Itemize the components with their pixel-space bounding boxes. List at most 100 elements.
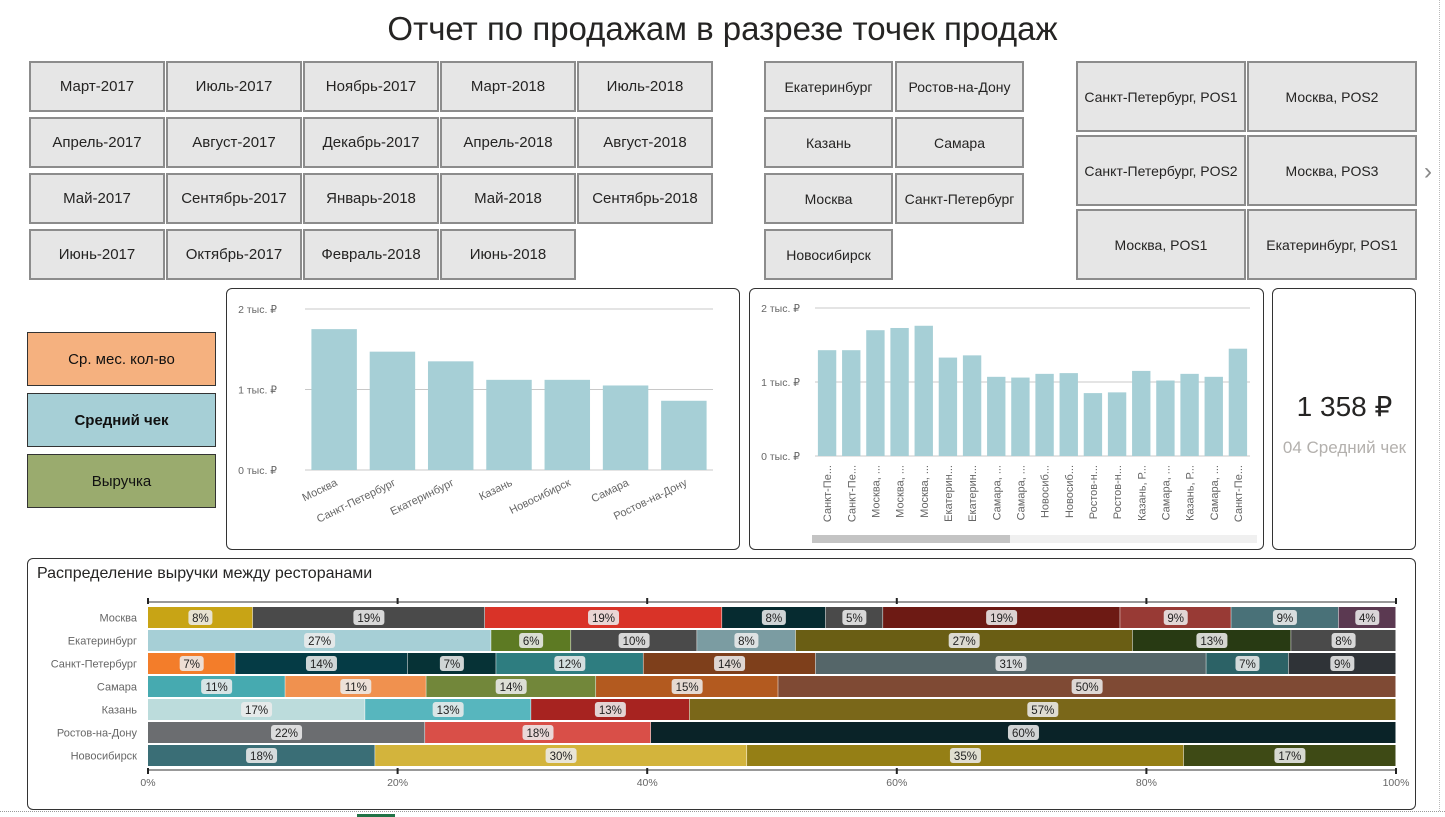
data-label-bg xyxy=(995,656,1027,671)
data-label: 18% xyxy=(250,751,273,763)
data-label-bg xyxy=(304,633,336,648)
bar xyxy=(1228,348,1248,456)
bar xyxy=(1083,393,1103,456)
x-tick-label: Самара xyxy=(590,477,632,506)
month-button[interactable]: Сентябрь-2017 xyxy=(166,173,302,224)
data-label-bg xyxy=(734,633,759,648)
month-button[interactable]: Сентябрь-2018 xyxy=(577,173,713,224)
data-label: 13% xyxy=(437,705,460,717)
scrollbar-thumb[interactable] xyxy=(812,535,1010,543)
y-category-label: Ростов-на-Дону xyxy=(57,728,138,740)
pos-button[interactable]: Москва, POS3 xyxy=(1247,135,1417,206)
data-label-bg xyxy=(842,610,867,625)
pos-button[interactable]: Москва, POS1 xyxy=(1076,209,1246,280)
pos-chart-panel: 0 тыс. ₽ 1 тыс. ₽ 2 тыс. ₽ Санкт-Пе... Санкт… xyxy=(749,288,1264,550)
month-button[interactable]: Май-2017 xyxy=(29,173,165,224)
month-button[interactable]: Февраль-2018 xyxy=(303,229,439,280)
x-tick-label: Санкт-Пе... xyxy=(822,465,834,522)
x-tick-label: Новосибирск xyxy=(508,477,573,517)
month-button[interactable]: Ноябрь-2017 xyxy=(303,61,439,112)
month-button[interactable]: Март-2018 xyxy=(440,61,576,112)
pos-button[interactable]: Санкт-Петербург, POS2 xyxy=(1076,135,1246,206)
chevron-right-icon[interactable]: › xyxy=(1424,158,1432,185)
data-label-bg xyxy=(1196,633,1228,648)
month-button[interactable]: Июль-2018 xyxy=(577,61,713,112)
y-category-label: Новосибирск xyxy=(71,751,138,763)
month-button[interactable]: Август-2017 xyxy=(166,117,302,168)
bar xyxy=(427,361,474,470)
bar xyxy=(1132,370,1151,456)
measure-button[interactable]: Ср. мес. кол-во xyxy=(27,332,216,386)
month-button[interactable]: Июль-2017 xyxy=(166,61,302,112)
pos-button[interactable]: Санкт-Петербург, POS1 xyxy=(1076,61,1246,132)
bar xyxy=(1156,380,1175,456)
data-label-bg xyxy=(246,748,278,763)
data-label-bg xyxy=(353,610,385,625)
x-tick-label: Самара, ... xyxy=(1160,465,1172,520)
y-tick-label: 1 тыс. ₽ xyxy=(761,377,800,389)
month-button[interactable]: Июнь-2017 xyxy=(29,229,165,280)
pos-button[interactable]: Москва, POS2 xyxy=(1247,61,1417,132)
month-button[interactable]: Октябрь-2017 xyxy=(166,229,302,280)
data-label: 27% xyxy=(953,636,976,648)
month-button[interactable]: Май-2018 xyxy=(440,173,576,224)
data-label-bg xyxy=(522,725,554,740)
active-page-tab[interactable] xyxy=(357,814,395,817)
month-button[interactable]: Январь-2018 xyxy=(303,173,439,224)
bar xyxy=(1107,392,1127,456)
x-tick-label: Казань, Р... xyxy=(1185,465,1197,521)
bar xyxy=(1204,376,1223,456)
city-button[interactable]: Екатеринбург xyxy=(764,61,893,112)
stacked-chart-title: Распределение выручки между ресторанами xyxy=(37,565,373,582)
data-label: 31% xyxy=(999,659,1022,671)
bar xyxy=(1011,377,1030,456)
bar xyxy=(661,400,707,470)
data-label-bg xyxy=(986,610,1018,625)
city-button[interactable]: Казань xyxy=(764,117,893,168)
month-button[interactable]: Июнь-2018 xyxy=(440,229,576,280)
city-button[interactable]: Санкт-Петербург xyxy=(895,173,1024,224)
x-tick-label: 0% xyxy=(140,777,155,789)
month-button[interactable]: Декабрь-2017 xyxy=(303,117,439,168)
measure-button[interactable]: Выручка xyxy=(27,454,216,508)
data-label-bg xyxy=(594,702,626,717)
bar xyxy=(602,385,649,470)
data-label-bg xyxy=(305,656,337,671)
month-button[interactable]: Апрель-2017 xyxy=(29,117,165,168)
x-tick-label: Екатеринбург xyxy=(389,477,456,518)
x-tick-label: Самара, ... xyxy=(1209,465,1221,520)
data-label: 6% xyxy=(523,636,540,648)
data-label-bg xyxy=(1330,656,1355,671)
y-tick-label: 1 тыс. ₽ xyxy=(238,385,277,397)
data-label-bg xyxy=(519,633,544,648)
city-button[interactable]: Новосибирск xyxy=(764,229,893,280)
bar xyxy=(866,330,885,456)
month-button[interactable]: Апрель-2018 xyxy=(440,117,576,168)
data-label: 13% xyxy=(1200,636,1223,648)
kpi-label: 04 Средний чек xyxy=(1282,438,1407,457)
data-label: 13% xyxy=(599,705,622,717)
stacked-bar-chart: 0% 20% 40% 60% 80% 100% Москва 8% 19% 19% 8% 5% 19% 9… xyxy=(51,598,1409,789)
month-button[interactable]: Август-2018 xyxy=(577,117,713,168)
data-label: 57% xyxy=(1031,705,1054,717)
city-button[interactable]: Москва xyxy=(764,173,893,224)
y-category-label: Казань xyxy=(102,705,138,717)
data-label: 60% xyxy=(1012,728,1035,740)
bar xyxy=(369,351,416,470)
data-label: 8% xyxy=(766,613,783,625)
bar xyxy=(544,379,591,470)
measure-button[interactable]: Средний чек xyxy=(27,393,216,447)
data-label-bg xyxy=(1163,610,1188,625)
x-tick-label: 60% xyxy=(886,777,907,789)
x-tick-label: Санкт-Пе... xyxy=(846,465,858,522)
month-button[interactable]: Март-2017 xyxy=(29,61,165,112)
city-button[interactable]: Самара xyxy=(895,117,1024,168)
data-label: 8% xyxy=(192,613,209,625)
data-label-bg xyxy=(188,610,213,625)
data-label: 14% xyxy=(310,659,333,671)
city-button[interactable]: Ростов-на-Дону xyxy=(895,61,1024,112)
data-label-bg xyxy=(1331,633,1356,648)
stacked-chart-panel: 0% 20% 40% 60% 80% 100% Москва 8% 19% 19% 8% 5% 19% 9… xyxy=(27,558,1416,810)
bar xyxy=(987,376,1006,456)
pos-button[interactable]: Екатеринбург, POS1 xyxy=(1247,209,1417,280)
